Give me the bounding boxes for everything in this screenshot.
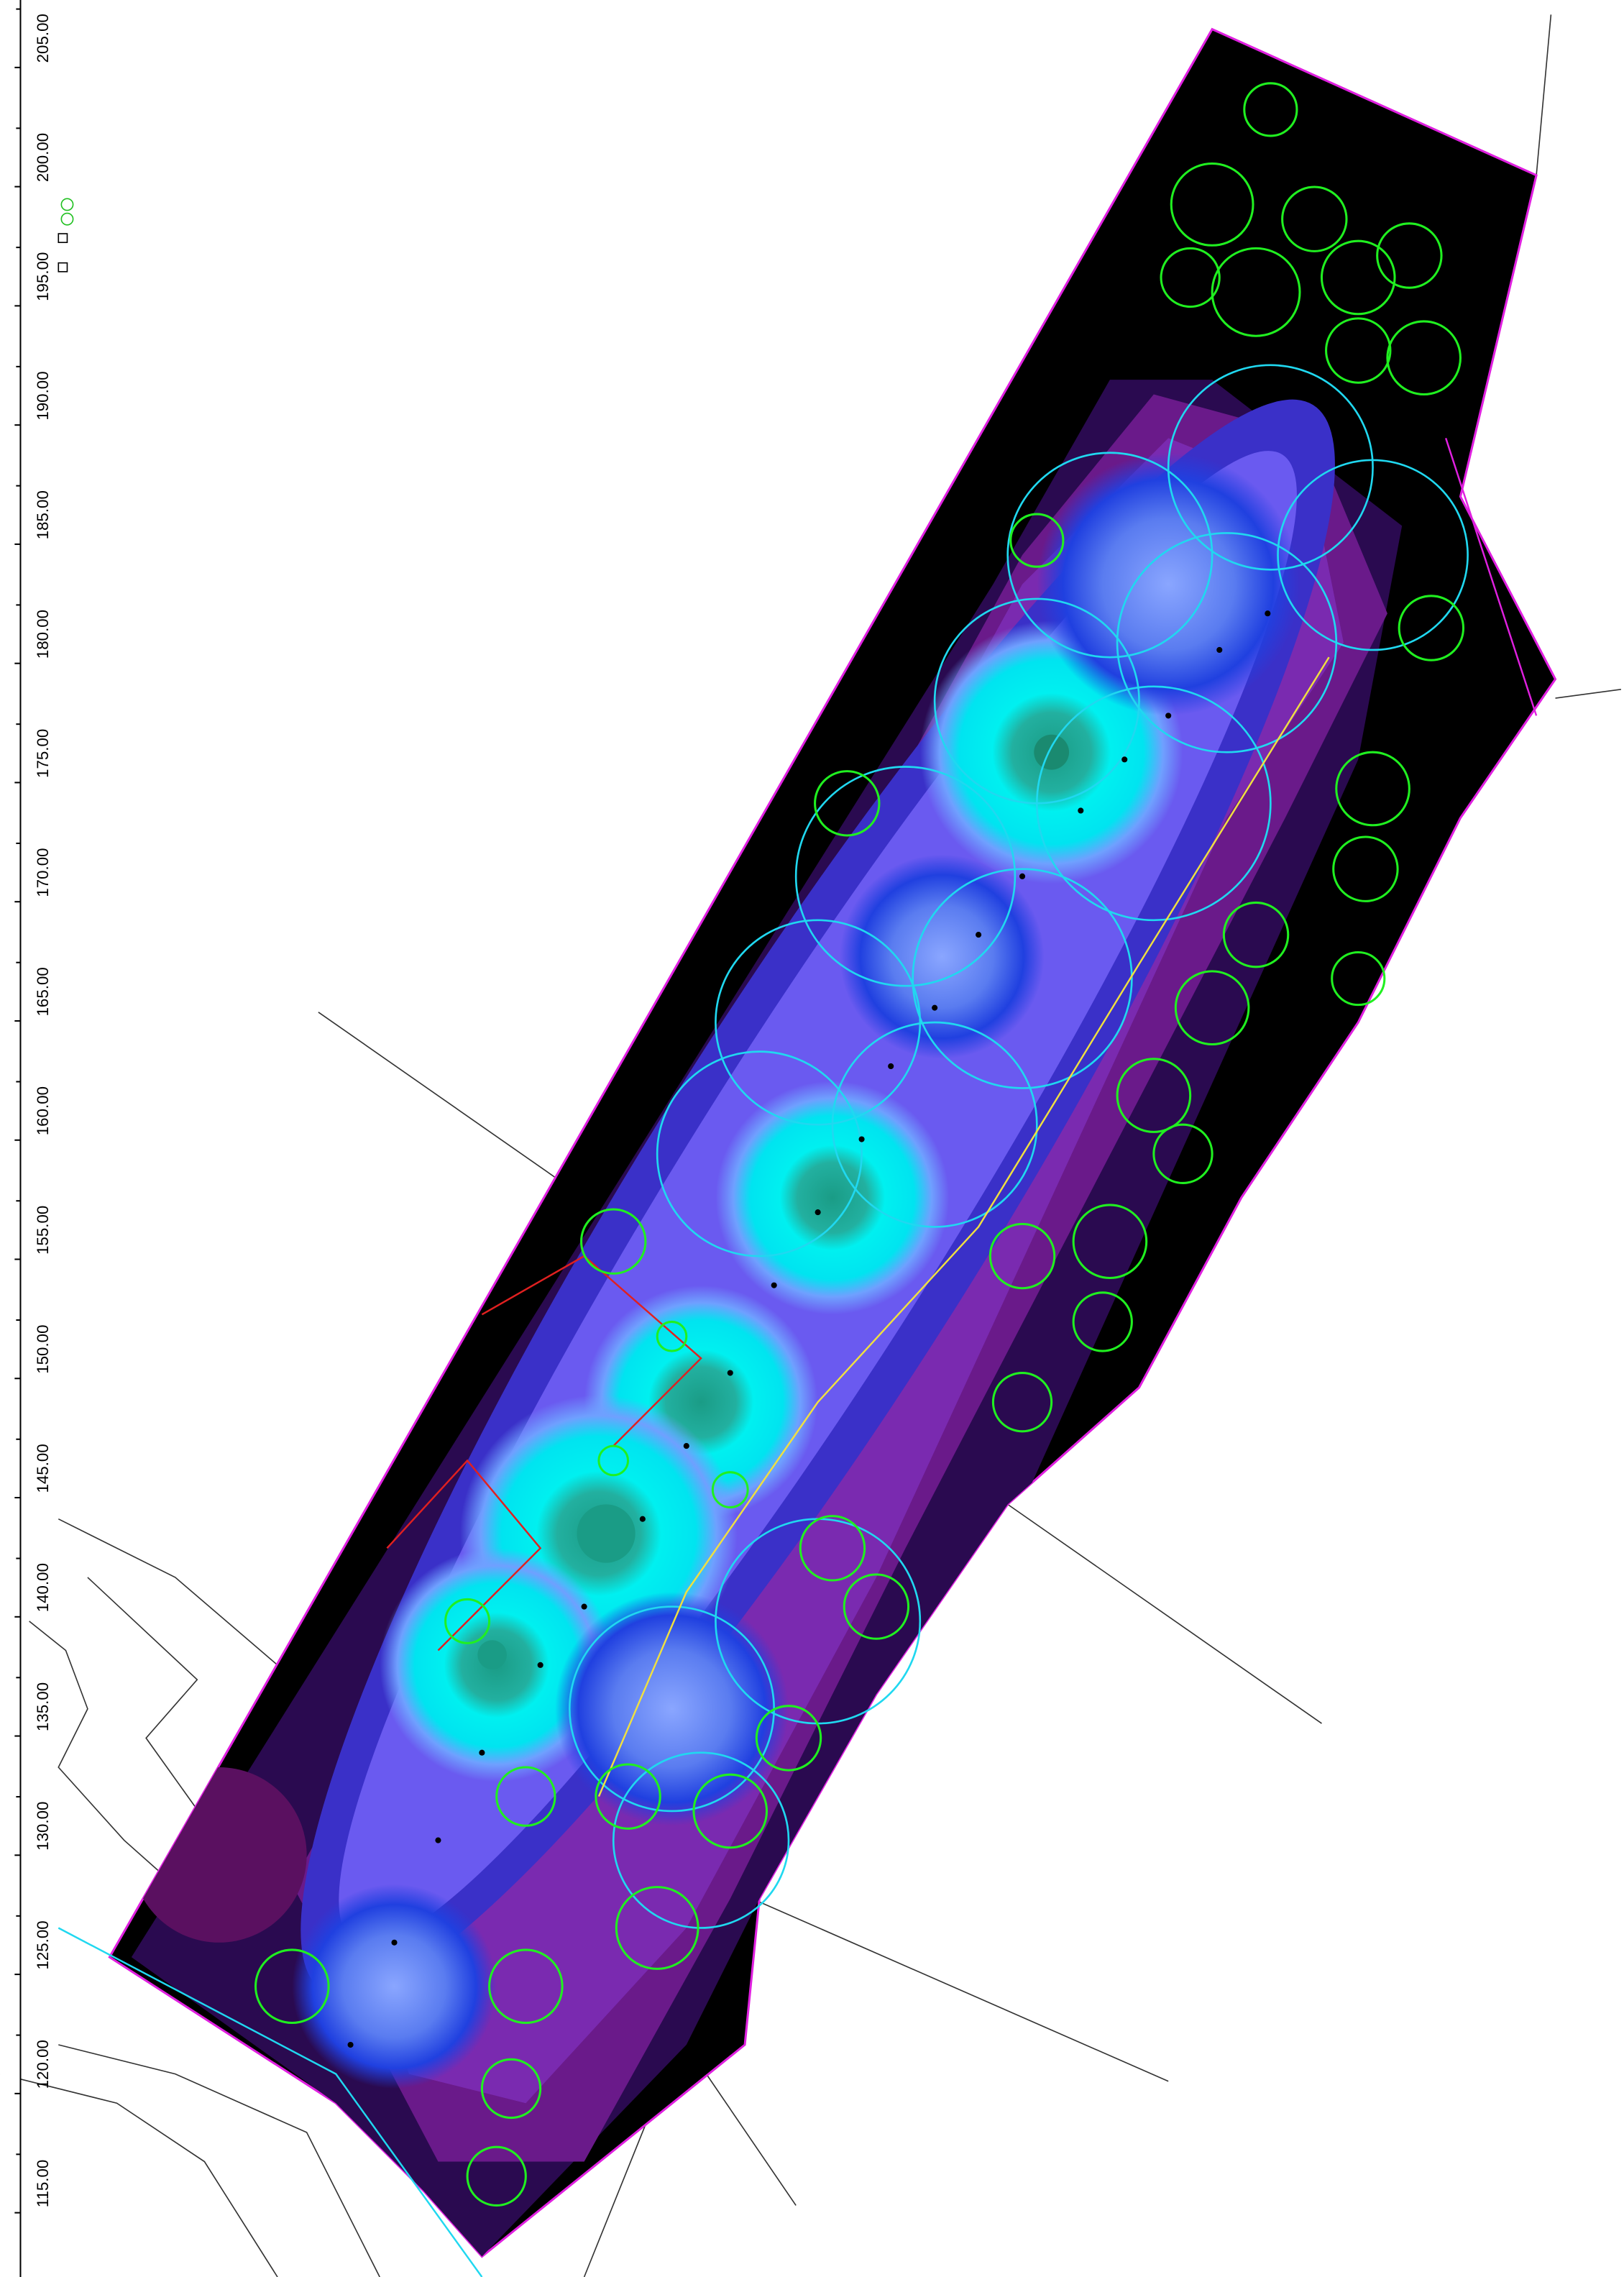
ruler: 115.00 120.00 125.00 130.00 135.00 140.00 145.… (0, 0, 74, 2277)
reference-lines (0, 14, 1622, 2277)
ruler-label: 195.00 (34, 252, 52, 301)
ruler-label: 155.00 (34, 1206, 52, 1255)
ruler-label: 165.00 (34, 967, 52, 1016)
illuminance-contours (131, 380, 1403, 2257)
ruler-label: 170.00 (34, 848, 52, 897)
ruler-label: 160.00 (34, 1086, 52, 1135)
ruler-label: 150.00 (34, 1324, 52, 1373)
ruler-label: 180.00 (34, 610, 52, 659)
ruler-label: 135.00 (34, 1682, 52, 1731)
ruler-label: 130.00 (34, 1802, 52, 1851)
snap-icons (58, 198, 74, 272)
ruler-label: 125.00 (34, 1920, 52, 1969)
ruler-label: 190.00 (34, 371, 52, 420)
luminaires (347, 610, 1271, 2048)
ruler-label: 145.00 (34, 1444, 52, 1493)
trees (254, 82, 1465, 2207)
paths (58, 438, 1538, 2277)
ruler-label: 140.00 (34, 1563, 52, 1612)
ruler-label: 205.00 (34, 14, 52, 63)
ruler-label: 200.00 (34, 133, 52, 182)
ruler-bar (0, 0, 21, 2277)
ruler-label: 115.00 (34, 2160, 52, 2208)
ruler-label: 120.00 (34, 2040, 52, 2089)
ruler-label: 175.00 (34, 729, 52, 778)
ruler-label: 185.00 (34, 490, 52, 539)
